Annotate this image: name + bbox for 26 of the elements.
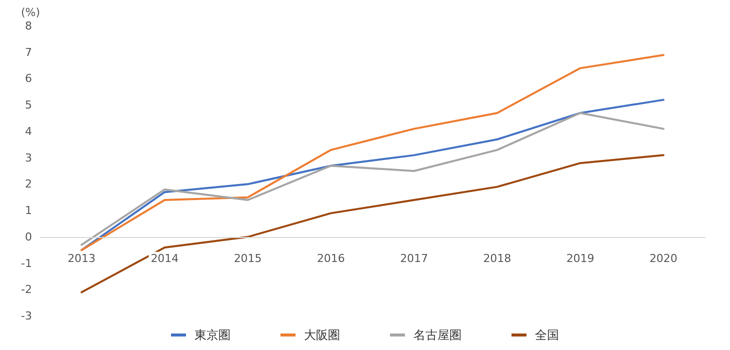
x-tick-label: 2015 [234,252,262,265]
y-tick-label: 0 [25,230,32,244]
line-series [80,54,664,252]
x-tick-label: 2020 [649,252,678,265]
x-tick-label: 2019 [566,252,594,265]
y-tick-label: 1 [25,204,32,218]
y-tick-label: -1 [21,256,32,270]
y-tick-label: -2 [21,283,32,296]
legend-label: 大阪圏 [304,328,340,342]
y-tick-label: 3 [25,151,32,164]
y-tick-label: -3 [21,310,32,322]
x-tick-label: 2018 [483,252,512,265]
y-axis-title: (%) [20,6,40,19]
legend-label: 名古屋圏 [414,328,462,342]
y-tick-label: 7 [25,46,32,59]
y-tick-label: 2 [25,178,32,191]
y-tick-label: 6 [25,72,32,86]
x-tick-label: 2014 [150,252,179,265]
legend-label: 東京圏 [194,328,230,342]
legend-label: 全国 [535,328,559,342]
y-tick-label: 4 [25,124,32,138]
x-tick-label: 2016 [316,252,345,265]
y-tick-label: 8 [25,20,32,32]
x-tick-label: 2017 [400,252,428,265]
y-tick-label: 5 [25,98,32,112]
x-tick-label: 2013 [68,252,96,265]
